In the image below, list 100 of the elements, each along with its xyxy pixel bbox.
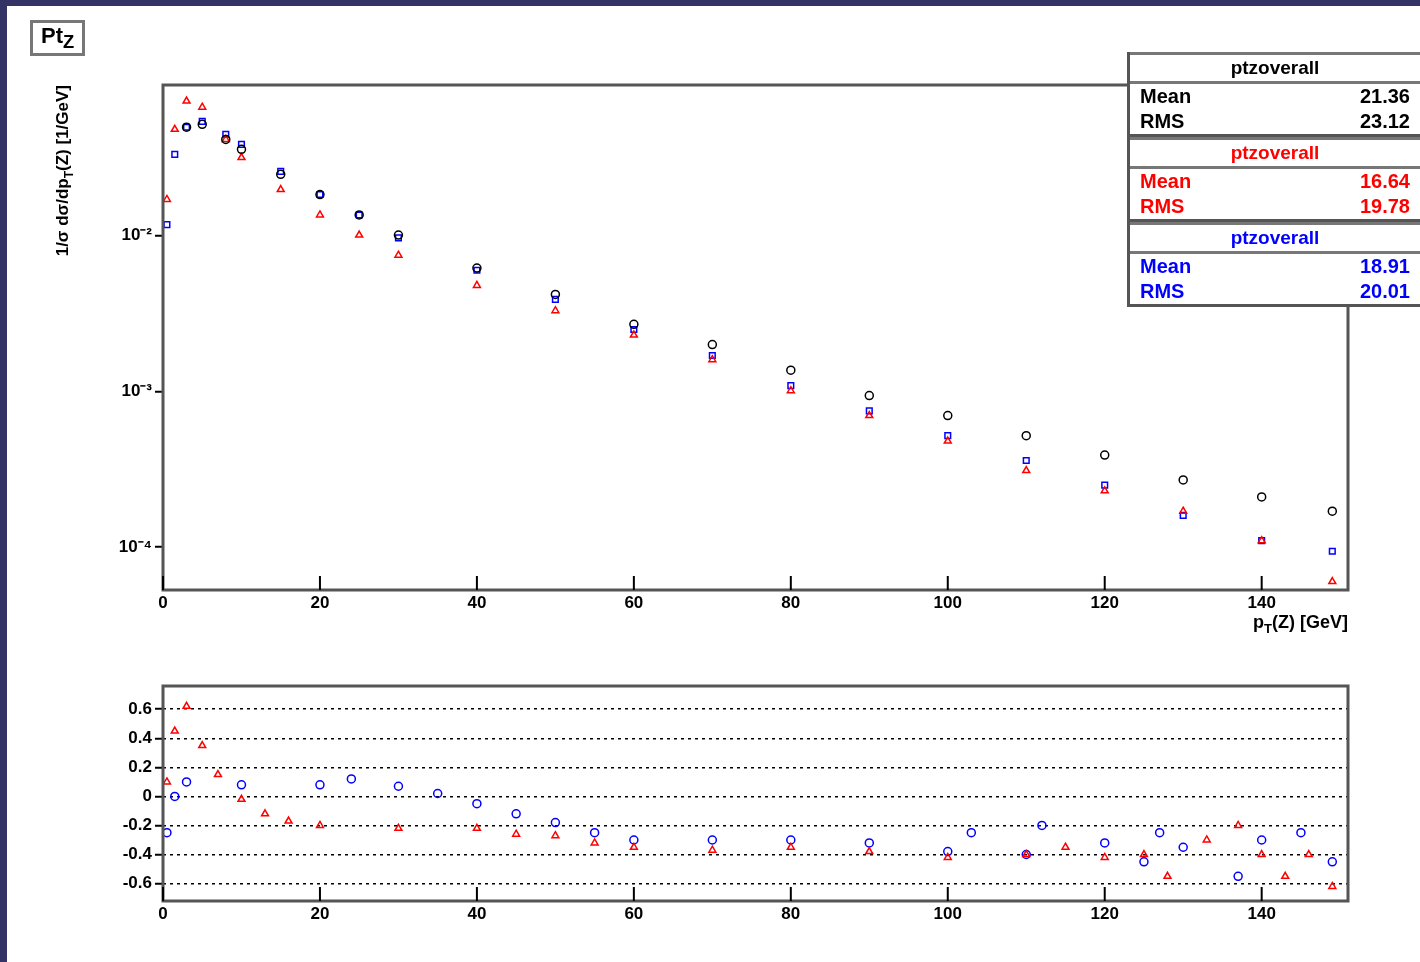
x-tick-label: 40 [467, 903, 487, 923]
point [1328, 576, 1337, 585]
point [276, 184, 285, 193]
point [170, 124, 179, 133]
x-tick-label: 80 [781, 592, 801, 612]
y-tick-label: -0.4 [122, 844, 153, 864]
point [284, 816, 293, 824]
text: ptzoverall [1130, 137, 1420, 169]
x-tick-label: 20 [310, 592, 330, 612]
point [222, 130, 230, 138]
point [197, 119, 207, 130]
x-tick-label: 120 [1090, 592, 1119, 612]
point [1100, 486, 1109, 494]
text: Mean 21.36 [1140, 85, 1410, 107]
point [707, 339, 718, 350]
point [394, 234, 403, 242]
point [1022, 465, 1031, 474]
point [966, 827, 977, 838]
point [354, 230, 364, 238]
point [1328, 881, 1337, 890]
point [275, 169, 286, 180]
point [1101, 481, 1109, 489]
point [1202, 835, 1211, 843]
point [1061, 842, 1070, 850]
x-tick-label: 100 [933, 903, 962, 923]
point [629, 842, 639, 850]
point [944, 432, 952, 440]
point [865, 407, 873, 415]
x-tick-label: 140 [1247, 903, 1276, 923]
text: RMS 19.78 [1140, 195, 1410, 217]
point [315, 780, 325, 790]
point [1139, 857, 1149, 867]
point [432, 788, 443, 799]
point [550, 817, 561, 828]
x-tick-label: 60 [624, 903, 644, 923]
point [170, 726, 179, 734]
point [786, 835, 796, 845]
y-tick-label: 0.4 [128, 727, 153, 747]
point [786, 365, 796, 375]
point [182, 96, 191, 104]
x-tick-label: 80 [781, 903, 801, 923]
y-axis-title: 1/σ dσ/dpT(Z) [1/GeV] [53, 84, 77, 257]
point [198, 102, 207, 110]
x-tick-label: 40 [467, 592, 487, 612]
text: Mean 16.64 [1140, 170, 1410, 192]
point [393, 781, 404, 791]
point [182, 701, 191, 710]
point [1099, 450, 1110, 460]
point [277, 167, 285, 175]
point [315, 820, 325, 829]
text: ptzoverall [1130, 52, 1420, 84]
point [1327, 506, 1338, 516]
point [864, 390, 875, 401]
point [394, 250, 403, 258]
point [943, 436, 952, 444]
point [550, 289, 561, 300]
point [707, 835, 718, 845]
text: Mean 18.91 [1140, 255, 1410, 277]
x-tick-label: 0 [158, 592, 168, 612]
point [1233, 820, 1243, 829]
x-tick-label: 20 [310, 903, 330, 923]
point [1304, 849, 1313, 858]
point [629, 319, 639, 330]
y-tick-label: 0.2 [128, 757, 152, 777]
point [163, 827, 172, 838]
point [1100, 852, 1109, 861]
point [787, 382, 795, 390]
point [1178, 842, 1188, 852]
point [1021, 430, 1031, 441]
point [630, 325, 638, 334]
point [346, 774, 357, 784]
point [236, 144, 247, 155]
point [315, 210, 325, 218]
point [1139, 849, 1149, 858]
point [1037, 820, 1047, 831]
point [629, 330, 639, 338]
point [629, 835, 639, 845]
y-tick-label: 10⁻³ [121, 381, 153, 401]
point [163, 777, 172, 785]
point [864, 838, 875, 848]
y-tick-label: 10⁻⁴ [118, 536, 152, 556]
point [171, 150, 179, 159]
point [1178, 506, 1188, 514]
point [1328, 547, 1336, 555]
point [1233, 871, 1243, 882]
point [1257, 849, 1266, 858]
point [198, 740, 207, 749]
point [237, 794, 246, 803]
point [511, 829, 521, 837]
y-tick-label: 10⁻² [121, 225, 153, 245]
text: RMS 23.12 [1140, 110, 1410, 132]
point [236, 780, 247, 790]
point [551, 305, 560, 314]
point [472, 280, 482, 289]
point [1163, 871, 1172, 880]
point [943, 846, 953, 857]
x-tick-label: 120 [1090, 903, 1119, 923]
x-tick-label: 60 [624, 592, 644, 612]
point [551, 295, 559, 303]
point [1099, 838, 1110, 848]
